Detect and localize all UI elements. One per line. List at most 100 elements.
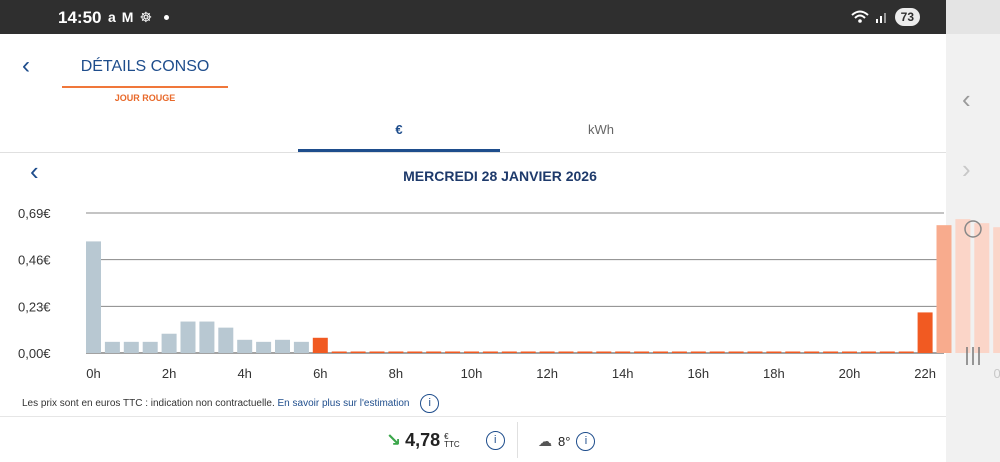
status-time: 14:50 <box>58 8 102 27</box>
weather-info-icon[interactable]: i <box>576 432 596 451</box>
x-tick-label: 6h <box>313 366 327 381</box>
x-tick-label: 4h <box>237 366 251 381</box>
price-footnote: Les prix sont en euros TTC : indication … <box>22 394 440 413</box>
next-day-bar <box>974 223 990 353</box>
chart-bar <box>350 351 366 353</box>
tab-kwh[interactable]: kWh <box>588 122 614 137</box>
summary-vertical-divider <box>517 422 518 458</box>
currency-symbol: € <box>444 431 449 441</box>
side-panel <box>946 0 1000 462</box>
previous-day-button[interactable]: ‹ <box>30 156 39 186</box>
chart-bar <box>671 351 687 353</box>
x-tick-label: 0h <box>86 366 100 381</box>
cloud-icon: ☁ <box>538 433 552 449</box>
tab-divider <box>0 152 946 153</box>
chart-bar <box>256 341 272 353</box>
page-title: DÉTAILS CONSO <box>80 58 210 75</box>
chart-bar <box>842 351 857 353</box>
next-day-bar <box>955 219 971 353</box>
chart-bar <box>539 351 555 353</box>
chart-bar <box>577 351 593 353</box>
chart-bar <box>464 351 479 353</box>
wifi-icon <box>850 10 869 23</box>
x-tick-label: 14h <box>612 366 634 381</box>
chart-bar <box>104 341 120 353</box>
chart-bar <box>218 327 234 353</box>
chart-bar <box>388 351 404 353</box>
chart-bar <box>161 333 177 353</box>
chart-bar <box>275 339 290 353</box>
side-back-chevron-icon[interactable]: ‹ <box>962 84 971 114</box>
back-button[interactable]: ‹ <box>22 52 30 79</box>
title-underline <box>62 86 228 88</box>
status-bar: 14:50 a M ☸ 73 <box>0 0 946 34</box>
chart-bar <box>426 351 442 353</box>
chart-bar <box>199 321 215 353</box>
side-forward-chevron-icon[interactable]: › <box>962 154 971 184</box>
total-cost: 4,78 <box>405 430 441 450</box>
date-title: MERCREDI 28 JANVIER 2026 <box>403 168 597 184</box>
chart-bar <box>709 351 725 353</box>
trend-down-arrow-icon: ↘ <box>386 430 402 450</box>
chart-bar <box>293 341 309 353</box>
total-unit: € TTC <box>444 431 460 449</box>
daily-total: ↘ 4,78 € TTC i <box>386 430 505 451</box>
x-tick-label: 18h <box>763 366 785 381</box>
battery-indicator: 73 <box>894 8 920 26</box>
chart-bar <box>445 351 461 353</box>
next-day-bar <box>993 227 1000 353</box>
chart-bar <box>615 351 631 353</box>
chart-bar <box>823 351 839 353</box>
info-icon[interactable]: i <box>420 394 440 413</box>
amazon-notification-icon: a <box>108 9 116 25</box>
footnote-text: Les prix sont en euros TTC : indication … <box>22 398 275 410</box>
notification-icons: a M ☸ <box>108 9 170 25</box>
x-tick-label: 22h <box>914 366 936 381</box>
chart-bar <box>501 351 517 353</box>
x-tick-label: 16h <box>687 366 709 381</box>
chart-bar <box>407 351 423 353</box>
x-tick-label: 12h <box>536 366 558 381</box>
y-tick-label: 0,23€ <box>18 299 51 314</box>
currency-note: TTC <box>444 439 460 449</box>
chart-bar <box>728 351 744 353</box>
consumption-chart: 0,69€ 0,46€ 0,23€ 0,00€ 0h 2h 4h 6h 8h 10h 12h 14h 1… <box>18 206 1000 381</box>
chart-bar <box>237 339 253 353</box>
chart-bar <box>369 351 385 353</box>
summary-divider <box>0 416 946 417</box>
more-notifications-icon <box>164 14 170 20</box>
chart-bar <box>331 351 347 353</box>
tab-euro[interactable]: € <box>298 122 500 152</box>
chart-bar <box>142 341 158 353</box>
signal-icon <box>875 13 886 23</box>
chart-bar <box>690 351 706 353</box>
chart-bar <box>804 351 820 353</box>
status-right: 73 <box>850 8 920 26</box>
day-type-label: JOUR ROUGE <box>114 93 176 103</box>
chart-bar <box>898 351 914 353</box>
chart-bar <box>653 351 668 353</box>
chart-bar <box>596 351 612 353</box>
next-day-tick-label: 0h <box>993 366 1000 381</box>
chart-bar <box>766 351 782 353</box>
chart-bar <box>936 225 952 353</box>
total-info-icon[interactable]: i <box>485 431 505 450</box>
y-tick-label: 0,00€ <box>18 346 51 361</box>
chart-bar <box>879 351 895 353</box>
estimate-link[interactable]: En savoir plus sur l'estimation <box>277 398 410 410</box>
gmail-notification-icon: M <box>121 9 134 25</box>
weather-summary: ☁ 8° i <box>538 432 596 451</box>
chart-bar <box>482 351 498 353</box>
chart-bar <box>917 312 933 353</box>
app-notification-icon: ☸ <box>139 9 153 25</box>
x-tick-label: 2h <box>162 366 176 381</box>
temperature: 8° <box>558 434 571 449</box>
chart-bar <box>86 241 101 353</box>
chart-bar <box>520 351 536 353</box>
scroll-handle-icon <box>964 220 982 238</box>
chart-bar <box>558 351 574 353</box>
y-tick-label: 0,69€ <box>18 206 51 221</box>
x-tick-label: 10h <box>461 366 483 381</box>
x-tick-label: 20h <box>839 366 861 381</box>
chart-bar <box>180 321 196 353</box>
